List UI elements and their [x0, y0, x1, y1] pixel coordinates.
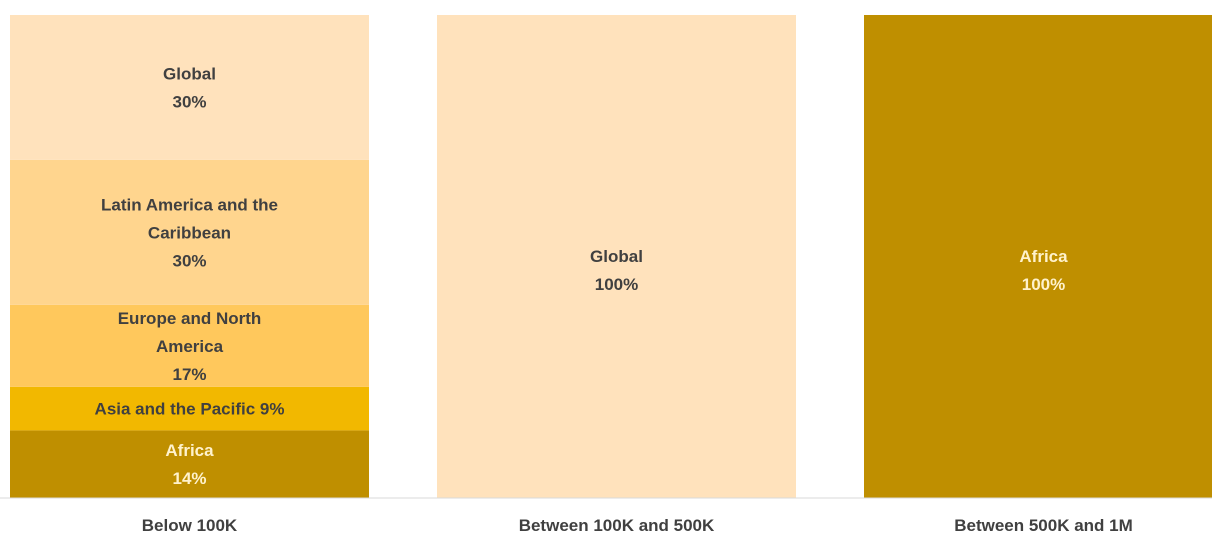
bar-segment-europe-and-north-america-below-100k: [10, 304, 369, 387]
bar-segment-africa-below-100k: [10, 430, 369, 498]
data-label-global-between-100k-and-500k: Global 100%: [590, 247, 643, 294]
bar-segment-latin-america-and-the-caribbean-below-100k: [10, 159, 369, 305]
data-label-asia-and-the-pacific-below-100k: Asia and the Pacific 9%: [95, 399, 285, 418]
bar-segment-africa-between-500k-and-1m: [864, 15, 1212, 498]
category-label-between-100k-and-500k: Between 100K and 500K: [519, 516, 715, 535]
data-label-latin-america-and-the-caribbean-below-100k: Latin America and the Caribbean 30%: [101, 195, 278, 270]
data-label-global-below-100k: Global 30%: [163, 64, 216, 111]
category-label-between-500k-and-1m: Between 500K and 1M: [954, 516, 1133, 535]
bar-segment-global-between-100k-and-500k: [437, 15, 796, 498]
bar-segment-global-below-100k: [10, 15, 369, 160]
bar-segment-asia-and-the-pacific-below-100k: [10, 386, 369, 431]
category-label-below-100k: Below 100K: [142, 516, 238, 535]
category-labels: Below 100K Between 100K and 500K Between 5…: [142, 516, 1133, 535]
data-label-africa-below-100k: Africa 14%: [165, 441, 214, 488]
bars-layer: Africa 14% Asia and the Pacific 9% Europe a…: [10, 15, 1212, 498]
data-label-africa-between-500k-and-1m: Africa 100%: [1019, 247, 1068, 294]
data-label-europe-and-north-america-below-100k: Europe and North America 17%: [118, 308, 262, 383]
